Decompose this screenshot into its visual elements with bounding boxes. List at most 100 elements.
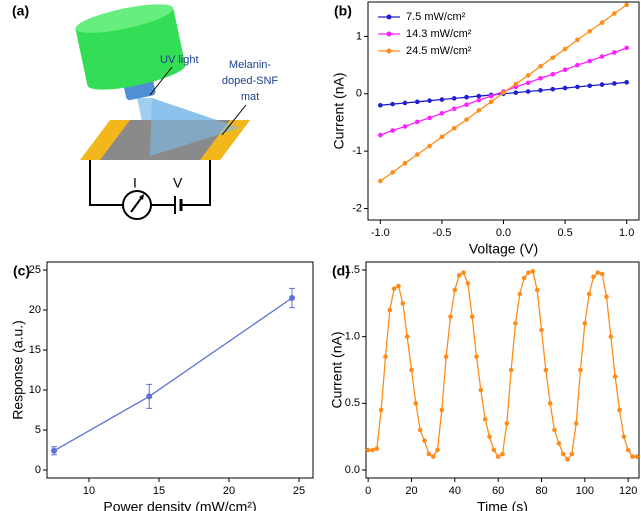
- chart-panel: -1.0 -0.5 0.0 0.5 1.0 -2 -1 0 1 Voltage (V) Curren…: [331, 1, 640, 257]
- y-tick-label: 5: [35, 424, 41, 436]
- marker: [612, 81, 617, 86]
- chart-panel: 10 15 20 25 0 5 10 15 20 25 Power density (mW/cm²)…: [10, 261, 314, 511]
- marker: [595, 270, 601, 275]
- y-tick-label: 20: [29, 304, 41, 316]
- marker: [400, 301, 406, 306]
- marker: [562, 85, 568, 91]
- marker: [417, 427, 423, 433]
- marker: [575, 62, 580, 68]
- marker: [476, 93, 482, 99]
- marker: [476, 108, 482, 113]
- marker: [474, 354, 479, 359]
- x-axis-label: Voltage (V): [469, 241, 538, 257]
- marker: [464, 102, 469, 107]
- marker: [427, 98, 432, 103]
- marker: [625, 447, 631, 453]
- marker: [435, 447, 440, 453]
- chart-panel: 0 20 40 60 80 100 120 0.0 0.5 1.0 1.5 Time (s) Curre…: [329, 261, 640, 511]
- marker: [439, 97, 445, 102]
- marker: [488, 99, 494, 105]
- marker: [430, 454, 436, 459]
- marker: [513, 321, 518, 326]
- marker: [487, 434, 492, 439]
- marker: [599, 82, 605, 87]
- marker: [534, 287, 540, 293]
- marker: [422, 438, 427, 443]
- lamp: [75, 4, 186, 90]
- marker: [538, 76, 543, 81]
- marker: [552, 427, 557, 433]
- marker: [617, 407, 622, 413]
- marker: [612, 374, 618, 379]
- marker: [482, 417, 488, 422]
- marker: [390, 170, 395, 175]
- x-tick-label: 80: [535, 485, 547, 497]
- series-line: [53, 297, 293, 452]
- legend: 7.5 mW/cm² 14.3 mW/cm² 24.5 mW/cm²: [378, 11, 472, 57]
- series-line: [368, 270, 637, 461]
- legend-marker: [386, 48, 392, 54]
- x-tick-label: 1.0: [619, 227, 634, 239]
- marker: [427, 115, 432, 121]
- y-tick-label: 0.0: [345, 464, 360, 476]
- x-tick-label: 60: [492, 485, 504, 497]
- marker: [374, 446, 380, 451]
- marker: [624, 80, 629, 85]
- marker: [396, 283, 401, 289]
- marker: [569, 451, 575, 457]
- marker: [587, 83, 593, 89]
- current-label: I: [133, 175, 137, 191]
- marker: [469, 314, 475, 319]
- marker: [630, 454, 635, 459]
- marker: [587, 58, 593, 64]
- marker: [624, 2, 629, 8]
- marker: [526, 270, 531, 275]
- marker: [452, 287, 458, 293]
- x-tick-label: 100: [576, 485, 594, 497]
- plot-frame: [365, 261, 640, 479]
- marker: [539, 327, 544, 333]
- marker: [402, 100, 408, 106]
- marker: [414, 119, 420, 125]
- marker: [508, 367, 514, 373]
- y-tick-label: 0.5: [345, 397, 360, 409]
- x-tick-label: 0.5: [557, 227, 572, 239]
- panel-label: (b): [334, 3, 352, 19]
- marker: [426, 451, 432, 457]
- marker: [370, 447, 375, 453]
- legend-marker: [386, 31, 392, 37]
- x-tick-label: 20: [223, 485, 235, 497]
- plot-frame: [46, 261, 314, 479]
- marker: [587, 28, 593, 34]
- y-tick-label: 1.0: [345, 331, 360, 343]
- legend-label: 14.3 mW/cm²: [406, 28, 472, 40]
- y-tick-label: 0: [356, 88, 362, 100]
- marker: [390, 128, 395, 133]
- marker: [427, 143, 432, 149]
- marker: [612, 50, 617, 55]
- x-tick-label: 40: [449, 485, 461, 497]
- marker: [378, 178, 383, 184]
- panel-label: (d): [332, 263, 350, 279]
- marker: [504, 421, 510, 426]
- marker: [624, 45, 629, 51]
- marker: [402, 124, 408, 129]
- mat-label: Melanin-: [229, 59, 272, 71]
- marker: [387, 307, 393, 313]
- x-tick-label: 10: [83, 485, 95, 497]
- panel-label: (a): [12, 3, 29, 19]
- marker: [402, 160, 408, 166]
- x-axis-label: Power density (mW/cm²): [103, 499, 256, 511]
- electrode: [200, 120, 250, 160]
- marker: [378, 132, 383, 138]
- y-tick-label: 25: [29, 264, 41, 276]
- marker: [599, 20, 605, 25]
- marker: [413, 401, 419, 406]
- marker: [491, 447, 497, 453]
- marker: [575, 84, 580, 90]
- electrode: [80, 120, 130, 160]
- mat-label: doped-SNF: [222, 75, 279, 87]
- marker: [556, 441, 562, 446]
- x-axis-label: Time (s): [477, 499, 528, 511]
